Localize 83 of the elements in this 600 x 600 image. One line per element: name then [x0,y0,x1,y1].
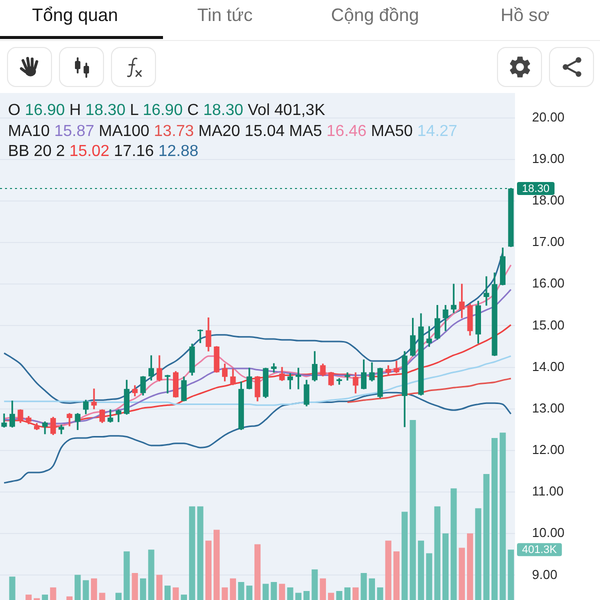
bar [508,550,514,600]
candlestick [164,375,170,394]
text: Cộng đồng [330,4,420,27]
bar [418,540,424,600]
bar [197,506,204,600]
y-tick-label: 12.00 [532,442,565,458]
bar [344,587,350,600]
bar [442,533,449,600]
bar [303,591,310,600]
text: Hồ sơ [500,4,550,27]
bar [368,578,376,600]
bar [492,438,498,600]
bar [312,569,318,600]
text: Tổng quan [32,4,118,27]
bar [205,540,212,600]
bar [180,594,187,600]
line-series [346,378,512,404]
bar [352,587,359,600]
bar [475,508,482,600]
bar [148,550,154,600]
text: MA10 15.87 MA100 13.73 MA20 15.04 MA5 16.46 MA50 14.27 [8,122,458,140]
bar [90,578,98,600]
bar [450,488,457,600]
bar [254,544,261,600]
bar [132,573,138,600]
bar [295,592,302,600]
y-tick-label: 9.00 [532,567,558,582]
y-tick-label: 17.00 [532,234,565,250]
line-series [3,324,512,428]
bar [99,592,106,600]
bar [140,578,146,600]
bar [42,594,48,600]
bar [66,596,73,600]
bar [222,587,228,600]
candlestick [91,388,97,410]
y-tick-label: 10.00 [532,525,565,540]
text: O 16.90 H 18.30 L 16.90 C 18.30 Vol 401,3K [8,102,326,119]
bar [336,591,342,600]
y-tick-label: 16.00 [532,276,565,291]
bar [124,551,130,600]
bar [214,530,220,600]
bar [426,553,432,600]
bar [483,474,490,600]
y-tick-label: 13.00 [532,400,565,416]
bar [230,578,236,600]
bar [156,574,162,600]
bar [9,576,16,600]
text: 401.3K [522,544,558,556]
bar [238,582,244,600]
text: Tin tức [197,4,253,27]
bar [320,578,326,600]
y-tick-label: 18.00 [532,192,565,208]
bar [458,548,465,600]
bar [246,586,252,600]
bar [377,587,384,600]
bar [500,432,506,600]
bar [74,574,81,600]
bar [434,506,440,600]
bar [328,592,334,600]
bar [466,533,474,600]
bar [50,587,56,600]
bar [189,506,196,600]
bar [164,586,171,600]
annotation: BB 20 2 15.02 17.16 12.88 [8,142,200,162]
bar [385,540,392,600]
bar [287,587,294,600]
bar [278,584,286,600]
bar [410,420,416,600]
bar [393,551,400,600]
bar [26,594,32,600]
bar [360,573,367,600]
bar [402,512,408,600]
y-tick-label: 19.00 [532,151,565,166]
bar [270,582,277,600]
bar [262,584,269,600]
ref-line-label: 18.30 [522,183,550,196]
bar [82,580,89,600]
y-tick-label: 20.00 [532,110,565,125]
y-tick-label: 15.00 [532,317,565,332]
bar [115,592,122,600]
y-tick-label: 11.00 [532,484,564,499]
y-tick-label: 14.00 [532,359,565,374]
bar [172,587,179,600]
